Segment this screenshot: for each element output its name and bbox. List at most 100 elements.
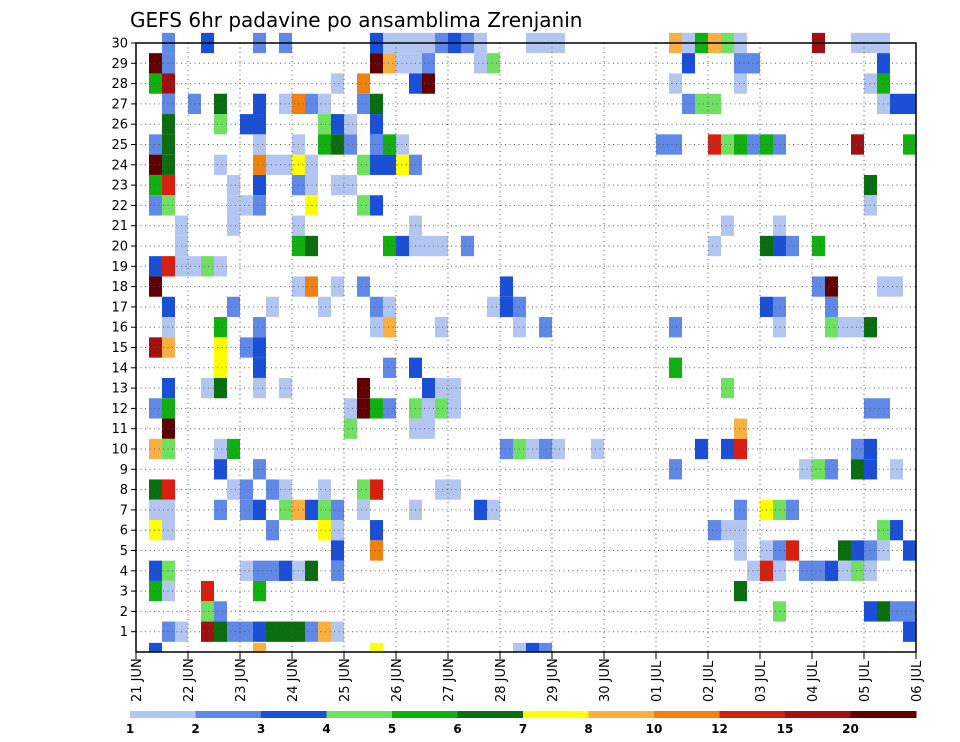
heatmap-cell (370, 114, 383, 135)
heatmap-cell (734, 580, 747, 602)
heatmap-cell (214, 93, 227, 115)
heatmap-cell (812, 235, 825, 257)
heatmap-cell (708, 93, 721, 115)
heatmap-cell (331, 540, 344, 561)
heatmap-cell (266, 621, 279, 642)
colorbar-label: 12 (711, 722, 728, 736)
colorbar-swatch (130, 711, 196, 718)
heatmap-cell (474, 499, 487, 521)
heatmap-cell (370, 520, 383, 541)
heatmap-cell (708, 235, 721, 257)
y-tick-label: 5 (120, 544, 128, 559)
colorbar-label: 15 (777, 722, 794, 736)
x-axis: 21 JUN 22 JUN 23 JUN 24 JUN 25 JUN 26 JUN 27 J… (130, 652, 925, 702)
heatmap-cell (734, 499, 747, 521)
heatmap-cell (383, 296, 396, 318)
heatmap-cell (708, 134, 721, 155)
heatmap-cell (669, 317, 682, 338)
y-tick-label: 2 (120, 605, 128, 620)
heatmap-cell (669, 357, 682, 378)
heatmap-cell (370, 93, 383, 115)
heatmap-cell (240, 499, 253, 521)
heatmap-cell (461, 235, 474, 257)
heatmap-cell (682, 53, 695, 74)
x-tick-label: 21 JUN (130, 658, 145, 702)
heatmap-cell (149, 174, 162, 196)
x-tick-label: 27 JUN (442, 658, 457, 702)
y-tick-label: 8 (120, 483, 128, 498)
heatmap-cell (149, 256, 162, 277)
heatmap-cell (786, 540, 799, 561)
colorbar-swatch (719, 711, 786, 718)
x-tick-label: 28 JUN (494, 658, 509, 702)
colorbar-swatch (654, 711, 720, 718)
y-tick-label: 4 (120, 564, 128, 579)
heatmap-cell (851, 438, 864, 460)
heatmap-cell (734, 438, 747, 460)
colorbar-swatch (326, 711, 393, 718)
heatmap-cell (331, 114, 344, 135)
heatmap-cell (149, 479, 162, 500)
heatmap-cell (370, 642, 383, 652)
heatmap-cell (149, 642, 162, 652)
y-tick-label: 25 (111, 138, 128, 153)
heatmap-cell (253, 621, 266, 642)
heatmap-cell (734, 418, 747, 439)
heatmap-cell (149, 154, 162, 175)
heatmap-cell (903, 134, 916, 155)
colorbar-label: 8 (584, 722, 592, 736)
heatmap-cell (331, 73, 344, 94)
heatmap-cell (383, 398, 396, 419)
x-tick-label: 26 JUN (390, 658, 405, 702)
heatmap-cell (344, 114, 357, 135)
x-tick-label: 06 JUL (910, 660, 925, 702)
heatmap-cell (344, 418, 357, 439)
heatmap-cell (149, 438, 162, 460)
heatmap-cell (383, 134, 396, 155)
heatmap-cell (838, 560, 851, 581)
heatmap-cell (357, 276, 370, 297)
colorbar-swatch (588, 711, 655, 718)
y-tick-label: 12 (111, 402, 128, 417)
heatmap-cell (357, 195, 370, 216)
heatmap-cell (448, 479, 461, 500)
heatmap-cell (695, 93, 708, 115)
heatmap-cell (487, 53, 500, 74)
heatmap-cell (435, 377, 448, 399)
heatmap-cell (721, 134, 734, 155)
colorbar-swatch (785, 711, 851, 718)
heatmap-cell (851, 560, 864, 581)
heatmap-cell (227, 438, 240, 460)
heatmap-cell (318, 621, 331, 642)
colorbar-label: 5 (388, 722, 396, 736)
y-tick-label: 29 (111, 57, 128, 72)
heatmap-cell (214, 154, 227, 175)
heatmap-cell (812, 459, 825, 480)
heatmap-cell (214, 601, 227, 622)
y-tick-label: 9 (120, 463, 128, 478)
heatmap-cell (734, 53, 747, 74)
heatmap-cell (825, 459, 838, 480)
heatmap-cell (500, 296, 513, 318)
heatmap-cell (318, 114, 331, 135)
colorbar-swatch (850, 711, 917, 718)
heatmap-cell (669, 459, 682, 480)
heatmap-cell (240, 195, 253, 216)
x-tick-label: 30 JUN (598, 658, 613, 702)
heatmap-cell (344, 174, 357, 196)
heatmap-cell (825, 317, 838, 338)
heatmap-cell (357, 154, 370, 175)
colorbar-label: 6 (453, 722, 461, 736)
heatmap-cell (487, 296, 500, 318)
y-tick-label: 10 (111, 443, 128, 458)
heatmap-cell (799, 560, 812, 581)
heatmap-cell (799, 459, 812, 480)
heatmap-cell (214, 438, 227, 460)
heatmap-cell (838, 540, 851, 561)
heatmap-cell (318, 134, 331, 155)
colorbar-swatch (523, 711, 589, 718)
colorbar-label: 2 (191, 722, 199, 736)
heatmap-cell (214, 357, 227, 378)
heatmap-cell (149, 53, 162, 74)
heatmap-cell (149, 276, 162, 297)
